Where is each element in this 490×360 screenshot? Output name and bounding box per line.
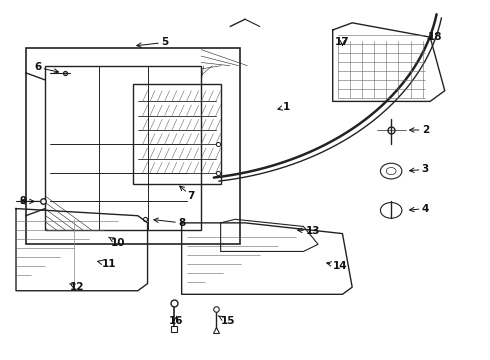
Text: 15: 15 [218,316,235,326]
Text: 5: 5 [137,37,168,48]
Text: 6: 6 [34,63,58,73]
Text: 12: 12 [70,282,84,292]
Text: 17: 17 [335,37,350,48]
Text: 11: 11 [98,259,116,269]
Text: 3: 3 [410,164,429,174]
Text: 1: 1 [278,102,290,112]
Text: 13: 13 [297,226,320,236]
Text: 14: 14 [327,261,347,271]
Text: 9: 9 [20,197,34,206]
Text: 2: 2 [410,125,429,135]
Text: 18: 18 [428,32,442,42]
Text: 10: 10 [109,237,125,248]
Text: 8: 8 [154,218,185,228]
Text: 7: 7 [180,186,195,201]
Bar [133,84,220,184]
Text: 16: 16 [169,316,183,326]
Bar [45,66,201,230]
Bar [26,48,240,244]
Text: 4: 4 [410,203,429,213]
